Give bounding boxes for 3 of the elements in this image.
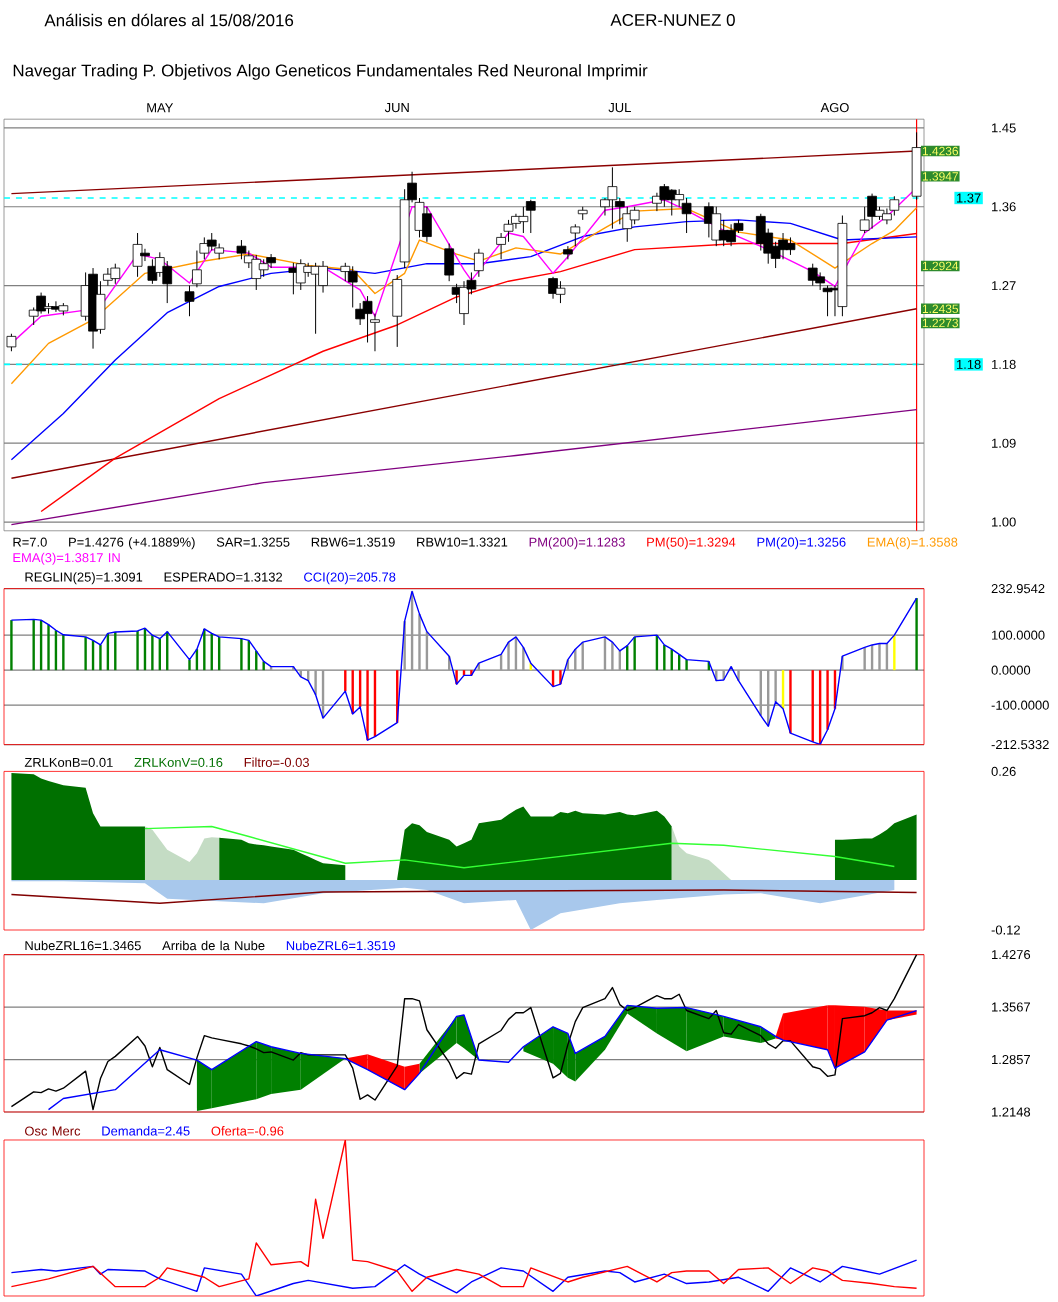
chart-subtitle: Navegar Trading P. Objetivos Algo Geneticos Fundamentales Red Neuronal Imprimir: [13, 64, 648, 80]
chart-title: Análisis en dólares al 15/08/2016: [44, 13, 294, 27]
text: ACER-NUNEZ 0: [610, 14, 735, 26]
